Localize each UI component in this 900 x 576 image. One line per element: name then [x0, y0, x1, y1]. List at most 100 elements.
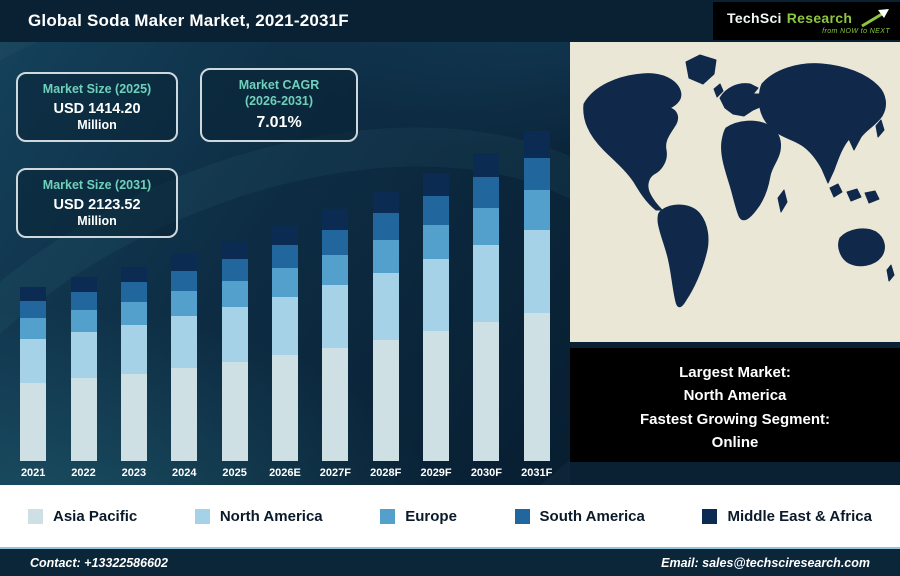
- bar-segment-europe: [523, 190, 550, 230]
- bar-segment-middle-east-africa: [322, 209, 349, 230]
- bar-segment-middle-east-africa: [423, 173, 450, 197]
- bar-segment-north-america: [473, 245, 500, 323]
- bars-row: 2021 2022 2023 2024 2025 2026E 2027F 2028F 2029F…: [8, 131, 562, 481]
- stacked-bar-2022: [70, 276, 97, 461]
- x-axis-label-2026e: 2026E: [269, 467, 301, 479]
- bar-column-2030f: 2030F: [461, 152, 511, 481]
- stacked-bar-2023: [120, 266, 147, 461]
- bar-column-2023: 2023: [109, 266, 159, 481]
- x-axis-label-2025: 2025: [222, 467, 247, 479]
- legend-swatch-middle-east-africa: [702, 508, 718, 524]
- callout-largest-market-value: North America: [683, 387, 787, 405]
- legend-swatch-north-america: [194, 508, 210, 524]
- landmass-north-america: [583, 73, 682, 211]
- bar-segment-asia-pacific: [221, 362, 248, 461]
- landmass-australia: [838, 228, 885, 267]
- bar-segment-europe: [221, 280, 248, 308]
- header: Global Soda Maker Market, 2021-2031F Tec…: [0, 0, 900, 42]
- x-axis-label-2031f: 2031F: [521, 467, 553, 479]
- landmass-southeast-asia-islands: [829, 183, 880, 204]
- stat-box-market-size-2025: Market Size (2025) USD 1414.20 Million: [16, 72, 178, 142]
- legend-label-middle-east-africa: Middle East & Africa: [727, 507, 872, 525]
- callout-fastest-segment-value: Online: [711, 433, 759, 451]
- bar-segment-middle-east-africa: [473, 152, 500, 178]
- world-map-svg: [570, 42, 900, 342]
- bar-column-2027f: 2027F: [310, 209, 360, 481]
- landmass-asia: [758, 63, 886, 184]
- legend-swatch-europe: [380, 508, 396, 524]
- bar-column-2026e: 2026E: [260, 225, 310, 481]
- logo-tagline: from NOW to NEXT: [822, 27, 890, 35]
- bar-segment-north-america: [70, 332, 97, 379]
- bar-segment-europe: [171, 291, 198, 317]
- stat-box-market-size-2031: Market Size (2031) USD 2123.52 Million: [16, 168, 178, 238]
- bar-segment-south-america: [120, 282, 147, 302]
- bar-segment-south-america: [523, 157, 550, 191]
- x-axis-label-2028f: 2028F: [370, 467, 402, 479]
- bar-segment-middle-east-africa: [523, 131, 550, 158]
- legend-item-north-america: North America: [194, 508, 323, 525]
- stacked-bar-2026e: [271, 225, 298, 461]
- footer-contact: Contact: +13322586602: [30, 555, 168, 570]
- legend-label-europe: Europe: [405, 507, 457, 525]
- content-area: Market Size (2025) USD 1414.20 Million M…: [0, 42, 900, 485]
- stacked-bar-2024: [171, 254, 198, 461]
- bar-segment-europe: [473, 208, 500, 246]
- bar-segment-asia-pacific: [120, 373, 147, 461]
- x-axis-label-2024: 2024: [172, 467, 197, 479]
- logo-arrow-icon: [861, 8, 889, 27]
- legend-item-europe: Europe: [380, 508, 457, 525]
- techsci-logo: TechSci Research from NOW to NEXT: [713, 2, 900, 40]
- bar-segment-middle-east-africa: [171, 254, 198, 271]
- bar-segment-asia-pacific: [473, 322, 500, 461]
- legend-item-middle-east-africa: Middle East & Africa: [702, 507, 872, 525]
- chart-legend: Asia Pacific North America Europe South Ame…: [0, 485, 900, 547]
- bar-segment-north-america: [20, 339, 47, 383]
- legend-label-south-america: South America: [539, 507, 645, 525]
- bar-segment-asia-pacific: [171, 367, 198, 461]
- bar-segment-north-america: [120, 324, 147, 374]
- bar-segment-asia-pacific: [20, 382, 47, 461]
- footer: Contact: +13322586602 Email: sales@techs…: [0, 547, 900, 576]
- stacked-bar-2021: [20, 287, 47, 461]
- bar-segment-asia-pacific: [271, 355, 298, 461]
- footer-email: Email: sales@techsciresearch.com: [661, 555, 870, 570]
- stat-value: USD 1414.20: [53, 100, 141, 117]
- stat-label: Market Size (2031): [42, 178, 152, 192]
- bar-segment-middle-east-africa: [20, 287, 47, 302]
- bar-segment-asia-pacific: [372, 339, 399, 461]
- bar-column-2031f: 2031F: [512, 131, 562, 481]
- stat-label: Market Size (2025): [42, 82, 152, 96]
- legend-label-asia-pacific: Asia Pacific: [53, 507, 138, 525]
- chart-panel: Market Size (2025) USD 1414.20 Million M…: [0, 42, 570, 485]
- bar-column-2022: 2022: [58, 276, 108, 481]
- bar-segment-asia-pacific: [423, 331, 450, 461]
- bar-segment-north-america: [221, 307, 248, 363]
- legend-swatch-asia-pacific: [28, 508, 43, 524]
- bar-segment-south-america: [171, 270, 198, 292]
- bar-segment-europe: [120, 301, 147, 325]
- stat-value: USD 2123.52: [53, 196, 141, 213]
- callout-largest-market-label: Largest Market:: [679, 364, 791, 381]
- stacked-bar-2028f: [372, 191, 399, 461]
- bar-column-2029f: 2029F: [411, 173, 461, 481]
- bar-segment-europe: [70, 310, 97, 333]
- landmass-madagascar: [777, 189, 788, 213]
- stat-unit: Million: [77, 117, 117, 132]
- x-axis-label-2023: 2023: [121, 467, 147, 479]
- bar-segment-europe: [271, 268, 298, 297]
- x-axis-label-2027f: 2027F: [319, 467, 351, 479]
- bar-segment-south-america: [70, 291, 97, 311]
- logo-wordmark: TechSci Research: [727, 8, 890, 28]
- x-axis-label-2021: 2021: [20, 467, 46, 479]
- bar-segment-north-america: [523, 230, 550, 313]
- bar-segment-south-america: [423, 196, 450, 225]
- bar-segment-asia-pacific: [322, 347, 349, 461]
- bar-segment-south-america: [271, 244, 298, 269]
- stacked-bar-2030f: [473, 152, 500, 461]
- stacked-bar-2025: [221, 241, 248, 461]
- bar-segment-south-america: [221, 258, 248, 281]
- bar-column-2024: 2024: [159, 254, 209, 481]
- bar-segment-asia-pacific: [70, 378, 97, 461]
